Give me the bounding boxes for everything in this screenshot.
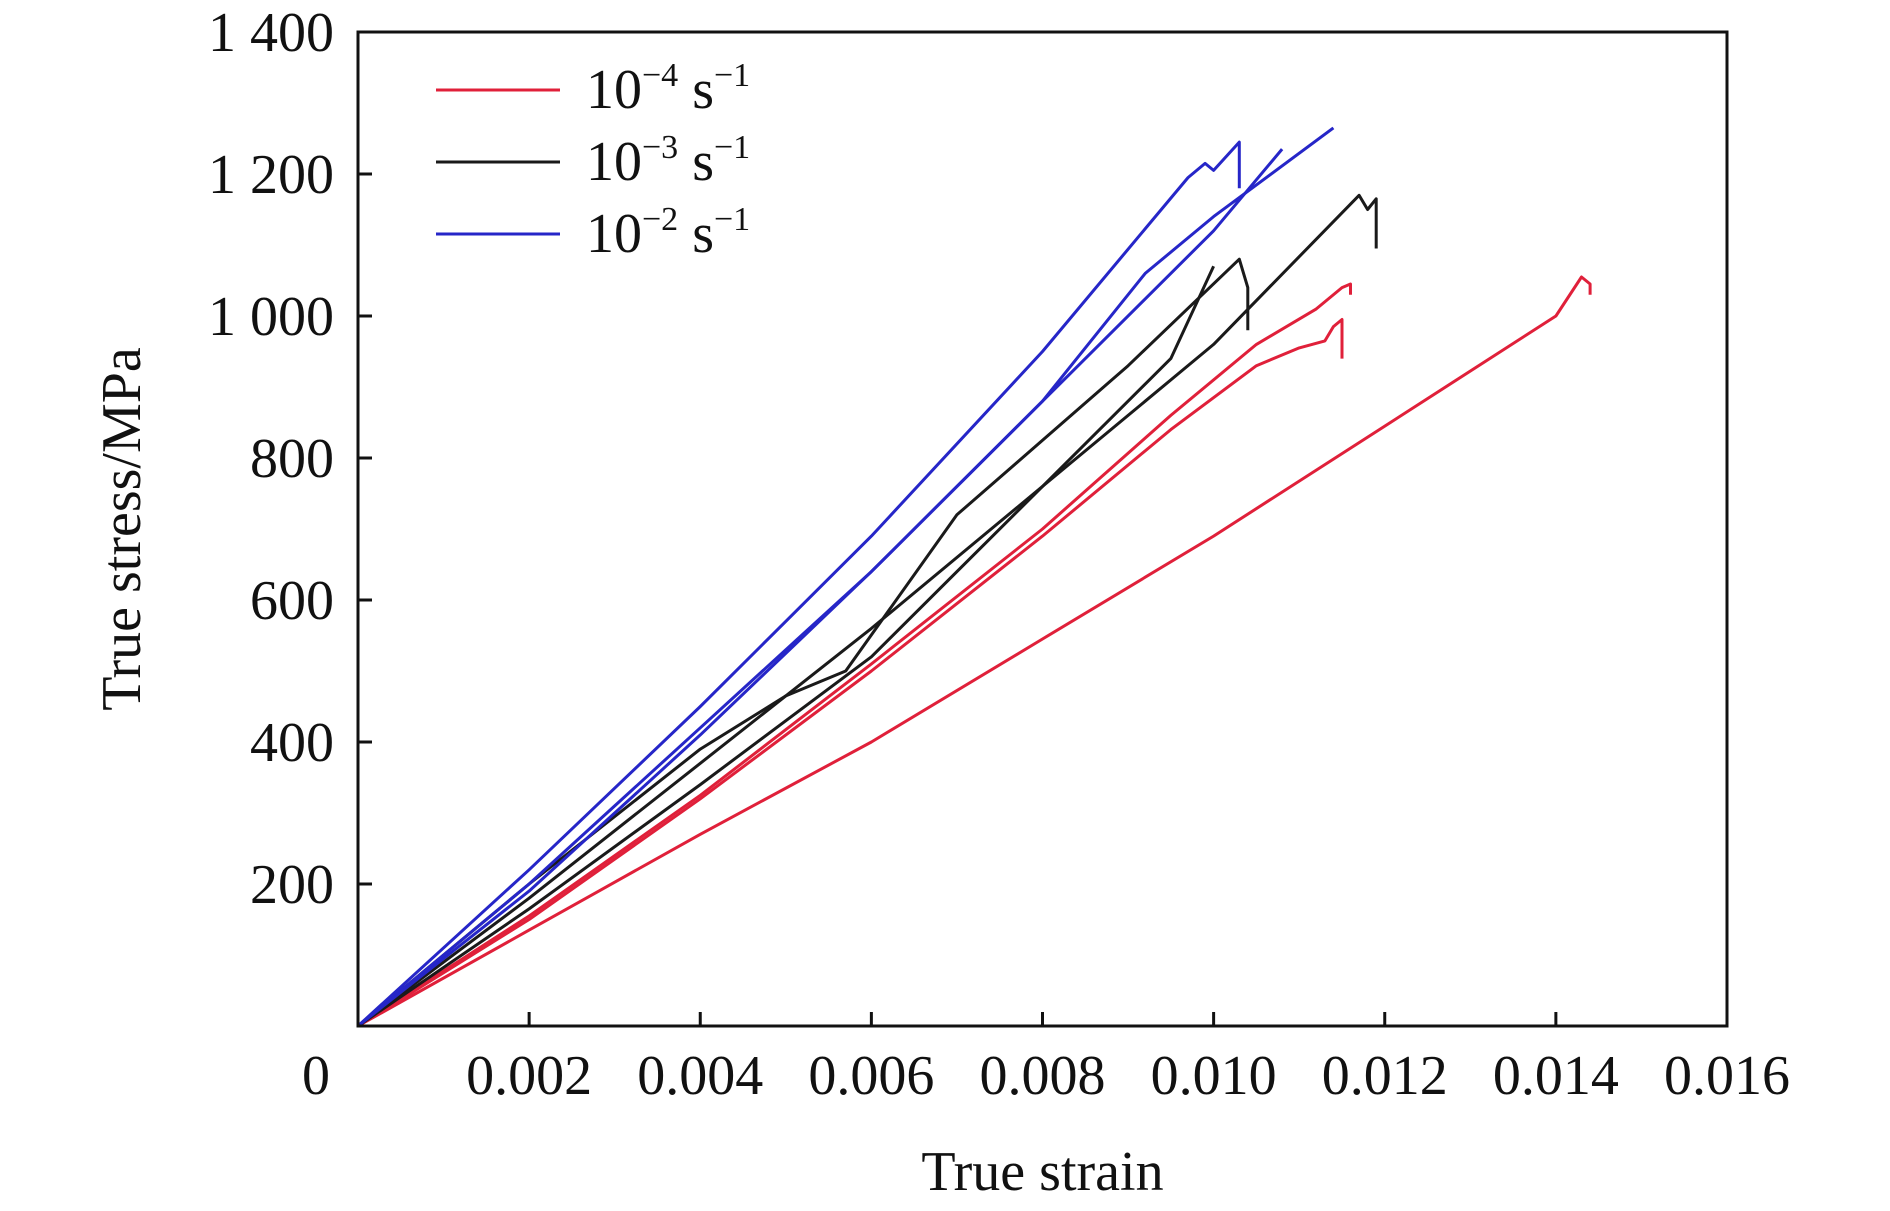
y-axis-ticks: 200 400 600 800 1 000 1 200 1 400 [208,2,372,916]
legend: 10−4 s−1 10−3 s−1 10−2 s−1 [436,57,750,265]
y-tick-label: 1 400 [208,2,334,64]
legend-label: 10−2 s−1 [586,201,750,265]
series-line-5 [357,257,1250,1028]
series-line-9 [357,126,1335,1028]
x-axis-ticks: 0 0.002 0.004 0.006 0.008 0.010 0.012 0.014 0.01… [302,1012,1790,1107]
y-axis-title: True stress/MPa [91,347,153,711]
x-tick-label: 0.008 [980,1045,1106,1107]
series-line-7 [356,140,1241,1028]
x-tick-label: 0.012 [1322,1045,1448,1107]
series-line-4 [357,265,1215,1028]
y-tick-label: 1 000 [208,286,334,348]
series-line-1 [357,318,1344,1028]
legend-label: 10−4 s−1 [586,57,750,121]
y-tick-label: 400 [250,712,334,774]
series-line-2 [357,282,1352,1028]
x-tick-label: 0.010 [1151,1045,1277,1107]
legend-label: 10−3 s−1 [586,129,750,193]
series-line-3 [357,275,1592,1028]
series-layer [356,126,1592,1028]
x-tick-label: 0.016 [1664,1045,1790,1107]
x-tick-label: 0.014 [1493,1045,1619,1107]
y-tick-label: 1 200 [208,144,334,206]
y-tick-label: 200 [250,854,334,916]
x-tick-label: 0.006 [808,1045,934,1107]
x-tick-label: 0 [302,1045,330,1107]
series-line-6 [357,193,1378,1028]
x-axis-title: True strain [921,1141,1163,1203]
x-tick-label: 0.002 [466,1045,592,1107]
y-tick-label: 800 [250,428,334,490]
x-tick-label: 0.004 [637,1045,763,1107]
y-tick-label: 600 [250,570,334,632]
